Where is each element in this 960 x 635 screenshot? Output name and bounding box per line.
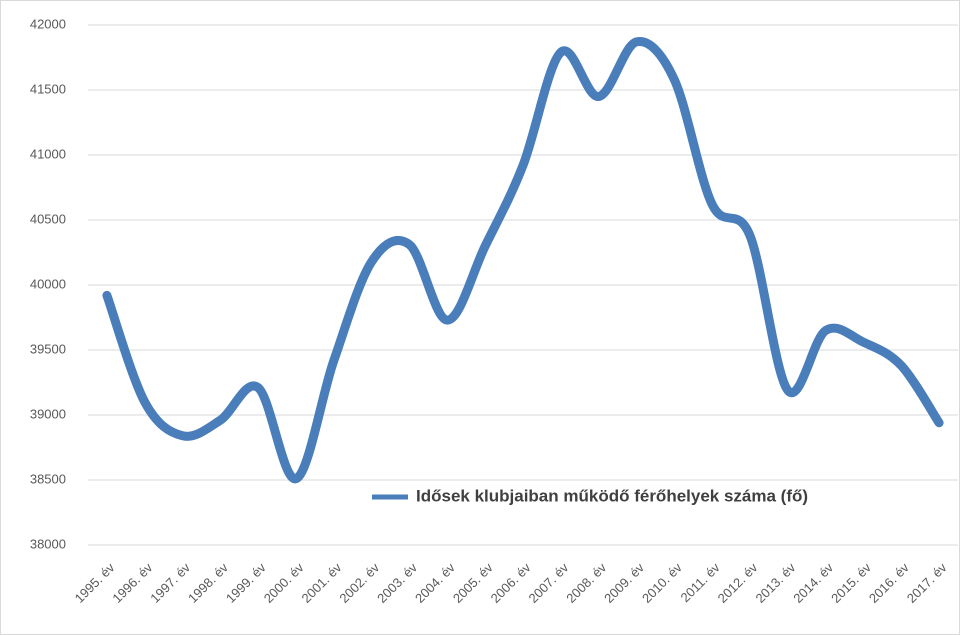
y-tick-label: 40500 [30, 211, 66, 226]
y-tick-label: 40000 [30, 276, 66, 291]
y-tick-label: 41500 [30, 81, 66, 96]
y-tick-label: 39500 [30, 341, 66, 356]
y-tick-label: 38500 [30, 471, 66, 486]
legend-label: Idősek klubjaiban működő férőhelyek szám… [416, 486, 808, 505]
y-tick-label: 41000 [30, 146, 66, 161]
line [102, 37, 944, 484]
y-tick-label: 42000 [30, 16, 66, 31]
y-tick-label: 39000 [30, 406, 66, 421]
y-tick-label: 38000 [30, 536, 66, 551]
